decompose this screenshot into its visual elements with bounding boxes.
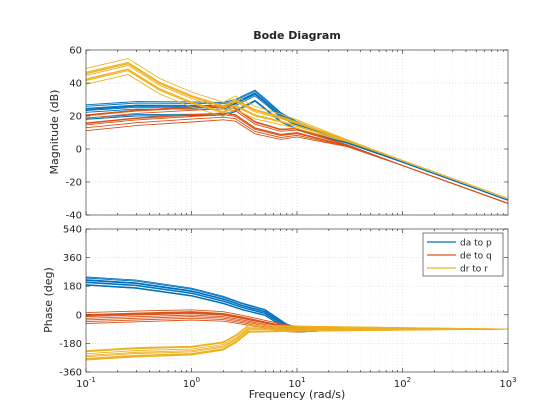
y-tick-label: -360 [59, 368, 82, 379]
series-line [85, 95, 509, 201]
y-tick-label: 0 [76, 145, 82, 156]
magnitude-y-axis-label: Magnitude (dB) [48, 90, 61, 175]
series-line [85, 324, 509, 352]
x-tick-label: 100 [183, 376, 200, 390]
series-line [85, 69, 509, 199]
y-tick-label: 540 [63, 225, 82, 236]
magnitude-x-ticks [85, 50, 504, 215]
series-dr-to-r [85, 324, 509, 361]
legend-label: de to q [460, 252, 492, 262]
y-tick-label: 360 [63, 253, 82, 264]
legend-label: dr to r [460, 265, 488, 275]
phase-axes: -360 -180 0 180 360 540 10-1 100 101 102 103 Phas… [42, 225, 517, 391]
series-line [85, 328, 509, 358]
series-dr-to-r [85, 58, 509, 199]
x-tick-label: 101 [288, 376, 305, 390]
series-line [85, 106, 509, 204]
magnitude-series-group [85, 58, 509, 204]
y-tick-label: -20 [66, 178, 82, 189]
series-line [85, 73, 509, 199]
legend: da to p de to q dr to r [422, 232, 504, 277]
phase-y-ticks: -360 -180 0 180 360 540 [59, 225, 508, 379]
x-tick-label: 103 [499, 376, 516, 390]
series-line [85, 328, 509, 356]
legend-label: da to p [460, 239, 492, 249]
y-tick-label: 40 [69, 79, 82, 90]
magnitude-axes: -40 -20 0 20 40 60 Magnitude (dB) [48, 46, 509, 222]
y-tick-label: -40 [66, 211, 82, 222]
series-de-to-q [85, 105, 509, 204]
phase-series-group [85, 276, 509, 361]
series-line [85, 63, 509, 199]
x-axis-label: Frequency (rad/s) [249, 388, 346, 401]
phase-y-axis-label: Phase (deg) [42, 267, 55, 333]
series-line [85, 328, 509, 361]
phase-x-ticks: 10-1 100 101 102 103 [76, 229, 517, 390]
series-line [85, 326, 509, 355]
y-tick-label: 60 [69, 46, 82, 57]
y-tick-label: 180 [63, 282, 82, 293]
magnitude-y-ticks: -40 -20 0 20 40 60 [66, 46, 508, 222]
y-tick-label: 20 [69, 112, 82, 123]
x-tick-label: 10-1 [76, 376, 96, 390]
series-line [85, 58, 509, 199]
chart-title: Bode Diagram [253, 29, 341, 42]
y-tick-label: 0 [76, 310, 82, 321]
y-tick-label: -180 [59, 339, 82, 350]
x-tick-label: 102 [394, 376, 411, 390]
series-line [85, 114, 509, 204]
